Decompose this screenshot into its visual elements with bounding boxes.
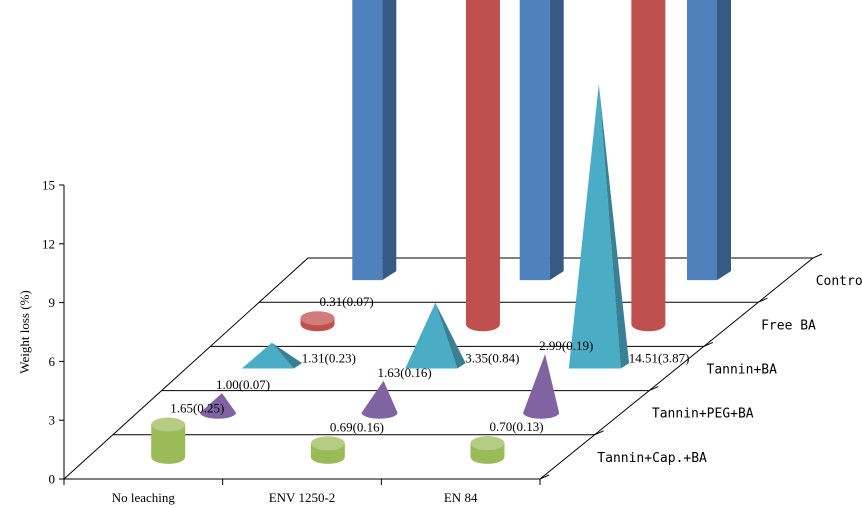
bar-side-face bbox=[382, 0, 397, 281]
x-tick-label: ENV 1250-2 bbox=[269, 490, 336, 505]
bar-free-ba-1 bbox=[465, 0, 500, 332]
chart-labels: 0 3 6 9 12 15 Weight loss (%) No leaching ENV 12… bbox=[17, 178, 862, 506]
chart-axes bbox=[59, 184, 823, 485]
y-tick-label: 15 bbox=[42, 178, 55, 193]
cylinder-body bbox=[151, 424, 186, 464]
y-tick-label: 9 bbox=[49, 295, 56, 310]
bar-tannin-ba-2 bbox=[568, 84, 630, 369]
cylinder-top bbox=[151, 417, 186, 432]
y-tick-label: 12 bbox=[42, 236, 55, 251]
series-axis-label: Tannin+BA bbox=[707, 363, 778, 378]
series-axis-tick bbox=[758, 297, 768, 303]
series-axis-tick bbox=[539, 474, 550, 480]
data-label: 14.51(3.87) bbox=[629, 351, 690, 366]
bar-free-ba-0 bbox=[300, 311, 335, 332]
bar-tannin-peg-ba-1 bbox=[361, 380, 398, 419]
series-axis-label: Tannin+Cap.+BA bbox=[597, 451, 707, 466]
pyramid-side-face bbox=[271, 342, 303, 369]
bar-control-0 bbox=[352, 0, 397, 281]
chart-marks bbox=[151, 0, 731, 464]
y-tick-label: 3 bbox=[49, 413, 56, 428]
bar-side-face bbox=[717, 0, 731, 281]
cone-body bbox=[199, 393, 236, 419]
pyramid-side-face bbox=[598, 84, 630, 369]
bar-free-ba-2 bbox=[631, 0, 666, 332]
data-label: 0.31(0.07) bbox=[320, 294, 374, 309]
data-label: 1.65(0.25) bbox=[170, 401, 224, 416]
data-label: 0.69(0.16) bbox=[330, 419, 384, 434]
data-label: 1.00(0.07) bbox=[216, 377, 270, 392]
bar-tannin-cap-ba-0 bbox=[151, 417, 186, 464]
series-axis-label: Tannin+PEG+BA bbox=[652, 407, 754, 422]
cone-body bbox=[523, 354, 560, 419]
pyramid-front-face bbox=[241, 342, 294, 369]
data-label: 1.31(0.23) bbox=[302, 351, 356, 366]
series-axis-tick bbox=[812, 253, 823, 259]
bar-control-1 bbox=[519, 0, 564, 281]
pyramid-front-face bbox=[568, 84, 621, 369]
y-tick-label: 6 bbox=[49, 354, 56, 369]
cylinder-top bbox=[310, 436, 345, 451]
bar-control-2 bbox=[687, 0, 731, 281]
data-label: 0.70(0.13) bbox=[489, 419, 543, 434]
x-tick-label: No leaching bbox=[112, 490, 176, 505]
y-tick-label: 0 bbox=[49, 472, 56, 487]
bar-tannin-cap-ba-1 bbox=[310, 436, 345, 464]
data-label: 2.99(0.19) bbox=[539, 338, 593, 353]
cylinder-body bbox=[631, 0, 666, 332]
bar-tannin-cap-ba-2 bbox=[470, 436, 505, 464]
cylinder-top bbox=[470, 436, 505, 451]
bar-tannin-peg-ba-0 bbox=[199, 393, 236, 419]
pyramid-side-face bbox=[435, 302, 466, 369]
bar-front-face bbox=[687, 0, 717, 281]
cylinder-body bbox=[465, 0, 500, 332]
bar-side-face bbox=[549, 0, 564, 281]
cylinder-top bbox=[300, 311, 335, 326]
bar-tannin-ba-0 bbox=[241, 342, 303, 369]
series-axis-label: Free BA bbox=[761, 318, 816, 333]
y-axis-label: Weight loss (%) bbox=[17, 290, 32, 373]
x-tick-label: EN 84 bbox=[444, 490, 478, 505]
data-label: 1.63(0.16) bbox=[378, 365, 432, 380]
bar-tannin-ba-1 bbox=[405, 302, 466, 369]
bar-front-face bbox=[352, 0, 383, 281]
cone-body bbox=[361, 380, 398, 419]
series-axis-tick bbox=[594, 430, 604, 436]
series-axis-label: Control bbox=[816, 274, 862, 289]
series-axis-tick bbox=[648, 386, 659, 392]
bar-front-face bbox=[519, 0, 550, 281]
bar-tannin-peg-ba-2 bbox=[523, 354, 560, 419]
data-label: 3.35(0.84) bbox=[465, 351, 519, 366]
pyramid-front-face bbox=[405, 302, 458, 369]
series-axis-tick bbox=[703, 341, 714, 347]
